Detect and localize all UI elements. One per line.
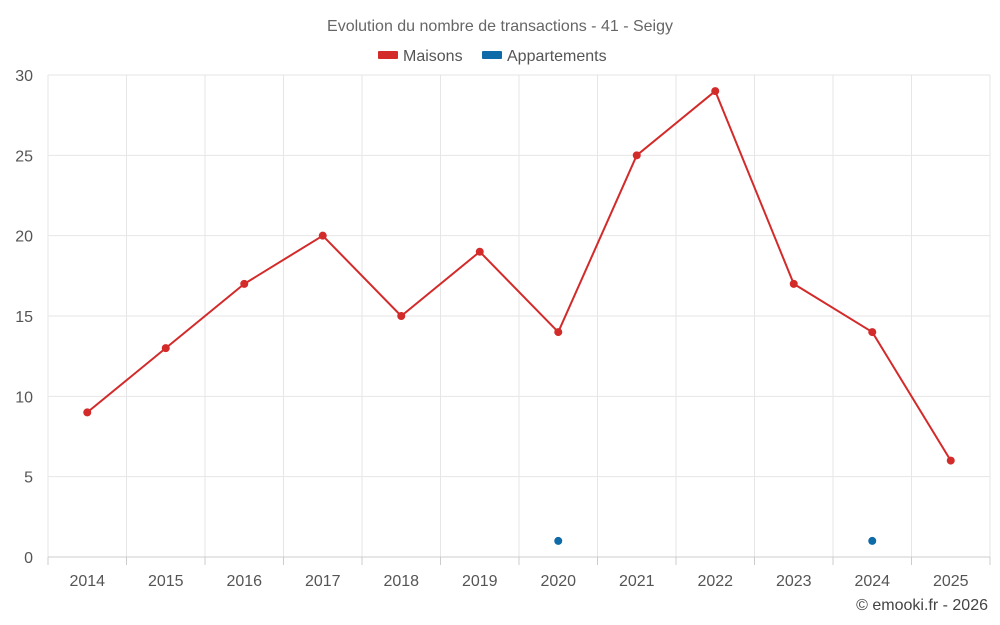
data-point-maisons[interactable] bbox=[868, 328, 877, 337]
y-tick-label: 15 bbox=[15, 309, 33, 326]
data-point-maisons[interactable] bbox=[397, 312, 406, 320]
x-tick-label: 2019 bbox=[462, 573, 498, 590]
legend-swatch-appartements bbox=[482, 51, 502, 59]
legend-label-appartements: Appartements bbox=[507, 48, 607, 65]
data-point-maisons[interactable] bbox=[475, 247, 484, 256]
legend-swatch-maisons bbox=[378, 51, 398, 59]
y-tick-label: 5 bbox=[24, 470, 33, 487]
legend-label-maisons: Maisons bbox=[403, 48, 463, 65]
x-tick-label: 2023 bbox=[776, 573, 812, 590]
data-point-maisons[interactable] bbox=[554, 328, 563, 337]
data-point-maisons[interactable] bbox=[632, 151, 641, 160]
x-tick-label: 2025 bbox=[933, 573, 969, 590]
grid bbox=[47, 74, 991, 557]
x-tick-label: 2024 bbox=[854, 573, 890, 590]
x-tick-label: 2021 bbox=[619, 573, 655, 590]
x-tick-label: 2017 bbox=[305, 573, 341, 590]
credit-text: © emooki.fr - 2026 bbox=[856, 597, 988, 614]
data-point-maisons[interactable] bbox=[946, 456, 955, 465]
series-line-maisons bbox=[86, 90, 952, 462]
data-point-appartements[interactable] bbox=[554, 536, 563, 545]
series bbox=[83, 87, 955, 545]
x-tick-label: 2022 bbox=[697, 573, 733, 590]
legend-item-maisons[interactable]: Maisons bbox=[378, 48, 463, 65]
y-tick-label: 25 bbox=[15, 148, 33, 165]
data-point-maisons[interactable] bbox=[318, 231, 327, 240]
y-tick-label: 0 bbox=[24, 550, 33, 567]
y-tick-label: 10 bbox=[15, 389, 33, 406]
data-point-maisons[interactable] bbox=[789, 279, 798, 288]
data-point-appartements[interactable] bbox=[868, 536, 877, 545]
data-point-maisons[interactable] bbox=[240, 279, 249, 288]
y-tick-label: 20 bbox=[15, 229, 33, 246]
x-tick-label: 2016 bbox=[226, 573, 262, 590]
x-tick-label: 2015 bbox=[148, 573, 184, 590]
data-point-maisons[interactable] bbox=[161, 344, 170, 353]
x-tick-label: 2020 bbox=[540, 573, 576, 590]
x-tick-label: 2018 bbox=[383, 573, 419, 590]
x-tick-label: 2014 bbox=[69, 573, 105, 590]
chart-title: Evolution du nombre de transactions - 41… bbox=[327, 18, 673, 35]
data-point-maisons[interactable] bbox=[83, 408, 92, 417]
legend-item-appartements[interactable]: Appartements bbox=[482, 48, 607, 65]
data-point-maisons[interactable] bbox=[711, 87, 720, 96]
legend: Maisons Appartements bbox=[378, 48, 607, 65]
y-tick-label: 30 bbox=[15, 68, 33, 85]
